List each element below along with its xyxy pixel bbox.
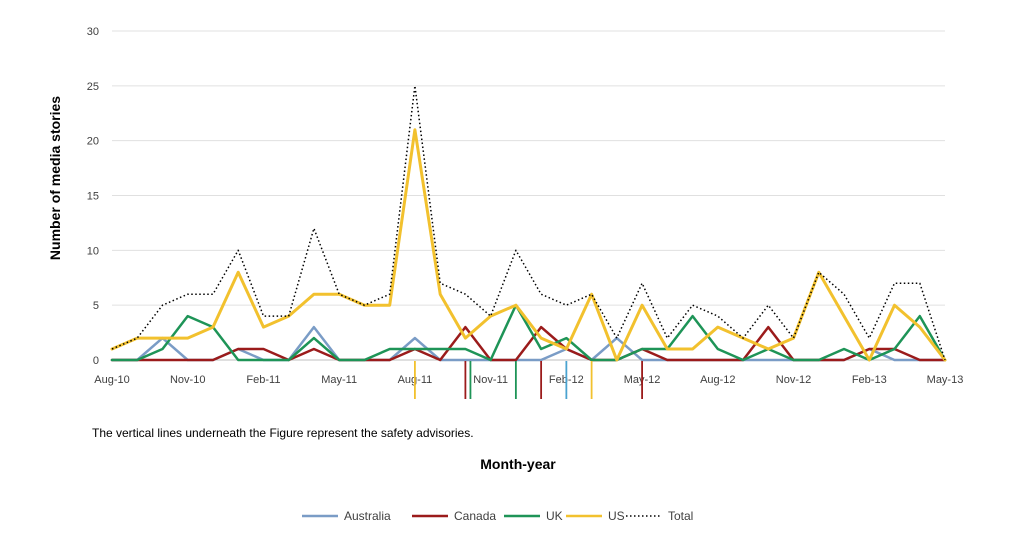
- x-tick-label: Feb-13: [852, 374, 887, 386]
- x-tick-labels: Aug-10Nov-10Feb-11May-11Aug-11Nov-11Feb-…: [94, 374, 963, 386]
- y-tick-label: 5: [93, 300, 99, 312]
- legend-label: US: [608, 509, 625, 523]
- legend-item-australia: Australia: [302, 509, 391, 523]
- series-line-total: [111, 85, 946, 361]
- x-tick-label: Aug-12: [700, 374, 735, 386]
- y-tick-labels: 0 5 10 15 20 25 30: [87, 26, 99, 367]
- y-tick-label: 0: [93, 355, 99, 367]
- legend-item-uk: UK: [504, 509, 563, 523]
- y-tick-label: 30: [87, 26, 99, 38]
- y-tick-label: 20: [87, 136, 99, 148]
- series-line-us: [110, 128, 947, 362]
- x-tick-label: May-11: [321, 374, 357, 386]
- legend-label: Total: [668, 509, 693, 523]
- advisory-note: The vertical lines underneath the Figure…: [92, 426, 474, 440]
- grid-lines: [112, 30, 945, 361]
- legend-label: Canada: [454, 509, 496, 523]
- legend-label: Australia: [344, 509, 391, 523]
- legend-item-canada: Canada: [412, 509, 496, 523]
- legend-item-us: US: [566, 509, 625, 523]
- safety-advisory-lines: [414, 361, 643, 399]
- x-tick-label: Nov-10: [170, 374, 205, 386]
- x-tick-label: Nov-12: [776, 374, 811, 386]
- legend-item-total: Total: [626, 509, 693, 523]
- x-tick-label: Feb-11: [246, 374, 280, 386]
- legend-label: UK: [546, 509, 563, 523]
- y-axis-label: Number of media stories: [47, 96, 63, 260]
- series-line-canada: [110, 325, 947, 362]
- x-tick-label: May-13: [927, 374, 964, 386]
- y-tick-label: 15: [87, 191, 99, 203]
- legend: Australia Canada UK US Total: [302, 509, 693, 523]
- y-tick-label: 25: [87, 81, 99, 93]
- x-axis-label: Month-year: [480, 456, 556, 472]
- x-tick-label: Aug-10: [94, 374, 129, 386]
- series-line-uk: [110, 303, 947, 362]
- series-lines: [110, 85, 947, 362]
- y-tick-label: 10: [87, 245, 99, 257]
- x-tick-label: Nov-11: [473, 374, 508, 386]
